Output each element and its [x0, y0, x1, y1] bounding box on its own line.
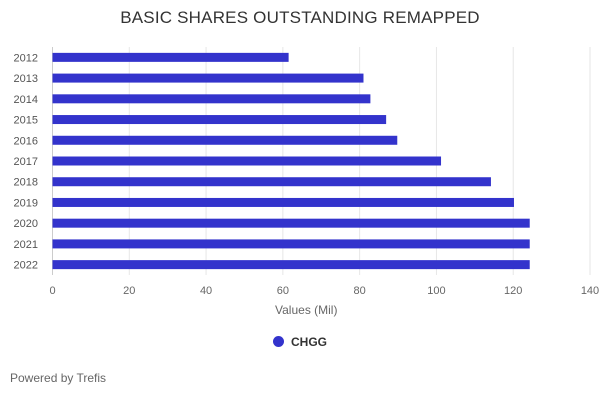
bar-2017	[52, 156, 442, 166]
legend-marker	[273, 336, 284, 347]
bar-2020	[52, 218, 530, 228]
y-tick-label: 2019	[14, 197, 38, 209]
legend-label: CHGG	[291, 335, 327, 349]
legend[interactable]: CHGG	[0, 335, 600, 349]
bar-2014	[52, 94, 371, 104]
y-tick-label: 2013	[14, 73, 38, 85]
y-tick-label: 2017	[14, 156, 38, 168]
chart-title: BASIC SHARES OUTSTANDING REMAPPED	[120, 8, 480, 27]
y-tick-label: 2021	[14, 239, 38, 251]
bar-2022	[52, 260, 530, 270]
bar-2012	[52, 52, 289, 62]
y-tick-label: 2014	[14, 94, 38, 106]
bar-2019	[52, 197, 514, 207]
powered-by-text: Powered by Trefis	[10, 371, 107, 385]
bar-2018	[52, 177, 491, 187]
y-tick-label: 2020	[14, 218, 38, 230]
y-tick-label: 2016	[14, 135, 38, 147]
x-tick-label: 120	[504, 285, 522, 297]
bar-2015	[52, 115, 387, 125]
bar-2016	[52, 135, 398, 145]
x-tick-label: 140	[581, 285, 599, 297]
y-tick-label: 2022	[14, 260, 38, 272]
x-axis-label: Values (Mil)	[275, 303, 337, 317]
y-tick-label: 2018	[14, 177, 38, 189]
y-tick-label: 2012	[14, 52, 38, 64]
x-tick-label: 20	[123, 285, 135, 297]
x-tick-label: 100	[427, 285, 445, 297]
bar-2021	[52, 239, 530, 249]
x-tick-label: 40	[200, 285, 212, 297]
y-tick-label: 2015	[14, 115, 38, 127]
bar-2013	[52, 73, 364, 83]
x-tick-label: 0	[49, 285, 55, 297]
x-tick-label: 80	[354, 285, 366, 297]
x-tick-label: 60	[277, 285, 289, 297]
